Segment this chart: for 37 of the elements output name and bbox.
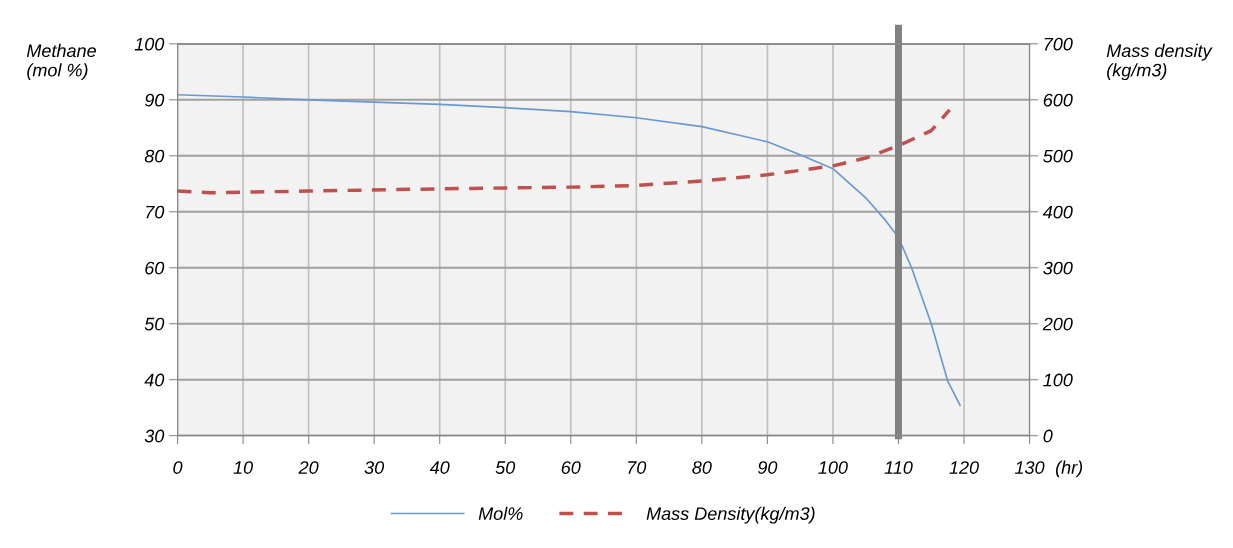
- y2-tick-label: 0: [1043, 429, 1053, 443]
- y2-tick-label: 200: [1042, 317, 1073, 331]
- y-tick-label: 100: [134, 37, 165, 51]
- y2-tick-label: 700: [1044, 37, 1073, 51]
- y2-tick-label: 600: [1043, 93, 1073, 107]
- x-tick-label: 130: [1014, 461, 1045, 474]
- y-tick-label: 30: [144, 429, 165, 443]
- y-tick-label: 40: [144, 373, 165, 387]
- y-tick-label: 50: [144, 317, 165, 331]
- x-tick-label: 50: [495, 461, 516, 474]
- line-series: [177, 108, 952, 195]
- y-tick-label: 70: [146, 205, 165, 219]
- x-axis-title: (hr): [1055, 460, 1083, 478]
- x-tick-label: 80: [692, 461, 712, 474]
- x-tick-label: 120: [949, 461, 979, 474]
- y-axis-title: Methane (mol %): [26, 43, 96, 81]
- y2-tick-label: 500: [1043, 149, 1073, 163]
- y2-tick-label: 100: [1043, 373, 1073, 387]
- x-tick-label: 20: [298, 461, 319, 474]
- x-tick-label: 90: [757, 461, 778, 474]
- line-series: [177, 93, 961, 407]
- y2-tick-label: 400: [1042, 205, 1073, 219]
- y2-axis-title: Mass density (kg/m3): [1106, 43, 1213, 81]
- x-tick-label: 40: [429, 461, 450, 474]
- y2-tick-label: 300: [1043, 261, 1073, 275]
- y-tick-label: 80: [144, 149, 165, 163]
- x-tick-label: 0: [173, 461, 183, 474]
- y-tick-label: 90: [144, 93, 165, 107]
- legend-label: Mol%: [478, 506, 523, 521]
- x-tick-label: 70: [628, 461, 647, 474]
- x-tick-label: 60: [561, 461, 581, 474]
- x-tick-label: 30: [364, 461, 385, 474]
- y-tick-label: 60: [145, 261, 165, 275]
- legend-label: Mass Density(kg/m3): [646, 506, 815, 524]
- x-tick-label: 10: [233, 461, 253, 474]
- x-tick-label: 100: [818, 461, 848, 474]
- x-tick-label: 110: [884, 461, 913, 474]
